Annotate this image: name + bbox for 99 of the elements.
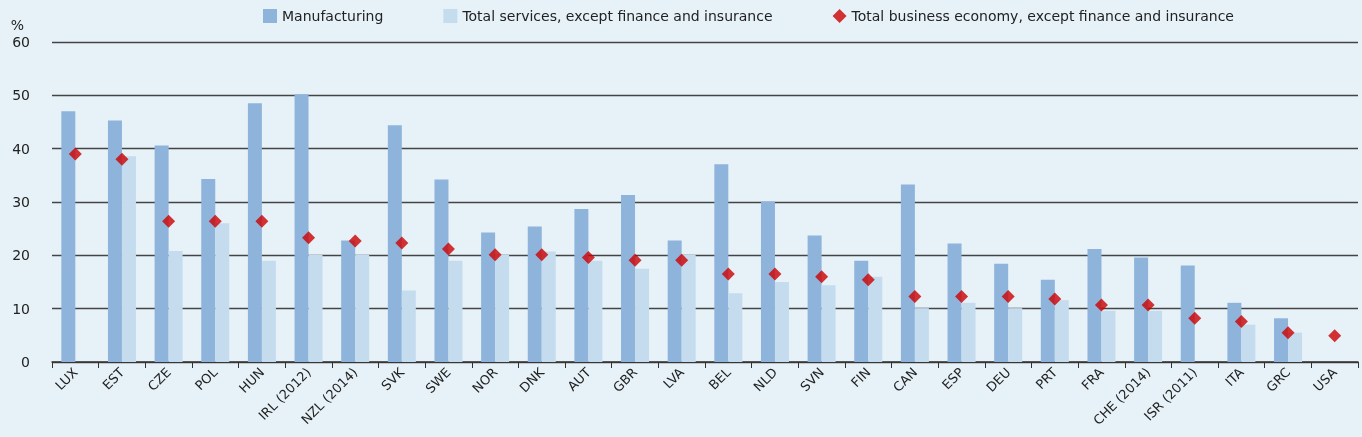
point <box>115 152 129 166</box>
bar <box>1040 279 1055 362</box>
bar <box>621 195 636 362</box>
bar <box>261 260 276 362</box>
x-tick-label: FIN <box>848 364 874 391</box>
legend-label: Manufacturing <box>282 8 384 24</box>
y-tick-label: 20 <box>12 247 30 264</box>
point <box>1328 329 1342 343</box>
bar <box>154 145 169 362</box>
y-axis-title: % <box>10 17 24 33</box>
bar <box>1054 300 1069 362</box>
legend-label: Total services, except finance and insurance <box>461 8 773 24</box>
point <box>675 253 689 267</box>
point <box>955 289 969 303</box>
point <box>535 248 549 262</box>
y-tick-label: 60 <box>12 34 30 50</box>
bar <box>495 254 510 362</box>
y-tick-label: 30 <box>12 194 30 210</box>
y-tick-label: 40 <box>12 140 30 157</box>
point <box>1001 289 1015 303</box>
point <box>908 289 922 303</box>
point <box>441 242 455 256</box>
point <box>1188 311 1202 325</box>
bar <box>527 226 542 362</box>
bar <box>574 208 589 362</box>
bar <box>1288 332 1303 362</box>
point <box>348 234 362 248</box>
point <box>861 273 875 287</box>
point <box>628 253 642 267</box>
bar <box>681 254 696 362</box>
bar <box>434 179 449 362</box>
bar <box>201 179 216 362</box>
point <box>162 214 176 228</box>
bar <box>308 254 323 362</box>
bar <box>760 201 775 362</box>
point <box>302 231 316 245</box>
bar <box>1227 302 1242 362</box>
point <box>255 214 269 228</box>
bar <box>1101 310 1116 362</box>
bar <box>168 251 183 362</box>
bar <box>541 251 556 362</box>
bar <box>714 164 729 362</box>
bar <box>1148 310 1163 362</box>
y-tick-label: 0 <box>21 354 30 370</box>
bar <box>854 260 869 362</box>
bar <box>294 94 309 362</box>
bar <box>215 223 230 362</box>
x-tick-label: USA <box>1310 364 1341 395</box>
y-tick-label: 50 <box>12 87 30 104</box>
bar <box>481 232 496 362</box>
bar <box>1134 257 1149 362</box>
bar <box>401 290 416 362</box>
point <box>721 267 735 281</box>
bar <box>61 111 76 362</box>
point <box>68 147 82 161</box>
bar <box>1180 265 1195 362</box>
bar <box>914 308 929 362</box>
bar <box>667 240 682 362</box>
point <box>1094 298 1108 312</box>
bar <box>107 120 122 362</box>
point <box>395 236 409 250</box>
bar <box>1241 324 1256 362</box>
bar <box>387 125 402 362</box>
bar <box>341 240 356 362</box>
bar <box>947 243 962 362</box>
x-tick-label: ITA <box>1222 364 1247 390</box>
x-tick-label: LVA <box>660 364 688 392</box>
point <box>768 267 782 281</box>
bar <box>1087 248 1102 362</box>
bar <box>635 268 650 362</box>
bar <box>1274 318 1289 362</box>
x-tick-label: POL <box>192 364 222 394</box>
x-tick-label: ESP <box>939 364 967 393</box>
bar <box>807 235 822 362</box>
bar <box>774 282 789 362</box>
point <box>1234 314 1248 328</box>
y-tick-label: 10 <box>12 300 30 317</box>
point <box>488 248 502 262</box>
x-tick-label: BEL <box>705 364 735 393</box>
bar <box>448 260 463 362</box>
bar <box>121 156 136 362</box>
bar <box>1008 308 1023 362</box>
point <box>815 270 829 284</box>
point <box>208 214 222 228</box>
bar <box>961 302 976 362</box>
point <box>581 250 595 264</box>
bar <box>821 285 836 362</box>
point <box>1281 326 1295 340</box>
bar <box>355 254 370 362</box>
point <box>1048 292 1062 306</box>
legend-label: Total business economy, except finance and insurance <box>850 8 1234 24</box>
bar <box>994 263 1009 362</box>
bar <box>728 293 743 362</box>
bar <box>868 276 883 362</box>
point <box>1141 298 1155 312</box>
x-tick-label: FRA <box>1078 364 1107 393</box>
bar <box>247 103 262 362</box>
bar <box>900 184 915 362</box>
bar <box>588 260 603 362</box>
